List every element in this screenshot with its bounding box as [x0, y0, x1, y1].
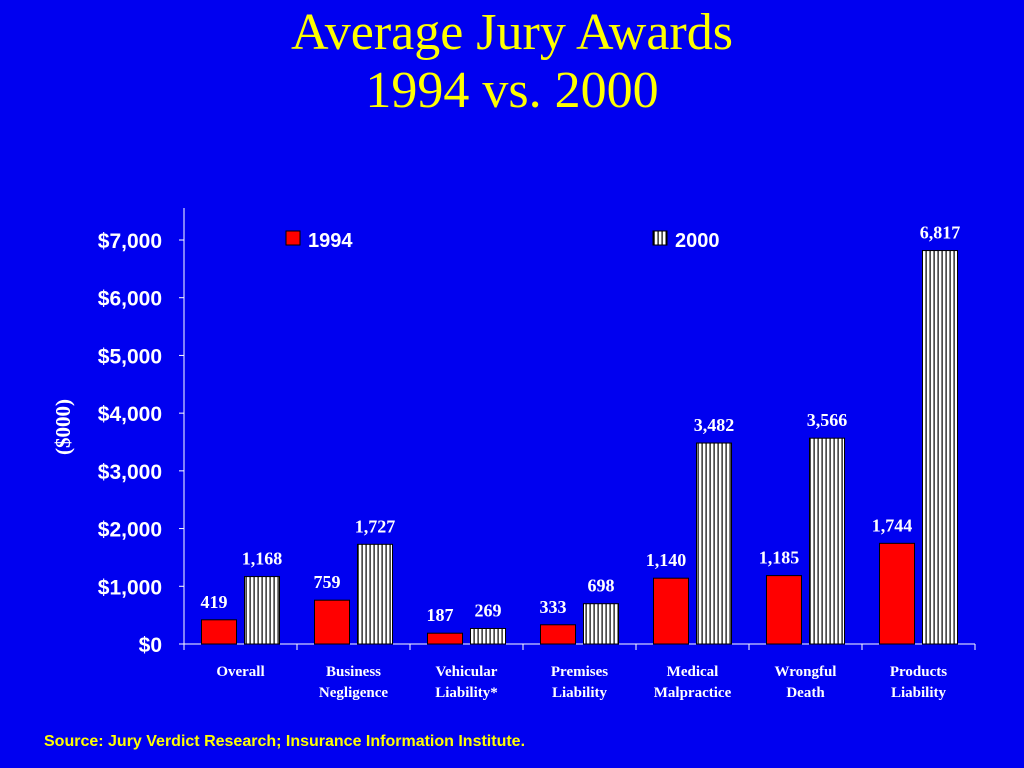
data-label-2000-2: 269 — [475, 600, 502, 620]
bar-1994-5 — [766, 575, 802, 645]
category-label: Overall — [216, 664, 264, 680]
y-tick-label: $2,000 — [98, 519, 162, 542]
y-axis-label: ($000) — [51, 399, 75, 455]
category-label: Wrongful — [775, 664, 837, 680]
data-label-1994-3: 333 — [540, 597, 567, 617]
bar-2000-6 — [922, 250, 958, 645]
data-label-2000-1: 1,727 — [355, 516, 396, 536]
y-tick-label: $1,000 — [98, 576, 162, 599]
legend-swatch-1994 — [285, 230, 301, 246]
bar-1994-1 — [314, 599, 350, 645]
data-label-2000-3: 698 — [588, 576, 615, 596]
bar-2000-4 — [696, 442, 732, 645]
bar-1994-0 — [201, 619, 237, 645]
category-label: Liability — [552, 685, 608, 701]
y-tick-label: $3,000 — [98, 461, 162, 484]
category-label: Business — [326, 664, 381, 680]
y-tick-label: $4,000 — [98, 403, 162, 426]
category-label: Liability — [891, 685, 947, 701]
data-label-1994-4: 1,140 — [646, 550, 687, 570]
legend-swatch-2000 — [652, 230, 668, 246]
y-tick-label: $6,000 — [98, 288, 162, 311]
y-tick-label: $5,000 — [98, 345, 162, 368]
bar-2000-1 — [357, 543, 393, 645]
category-label: Negligence — [319, 685, 388, 701]
category-label: Malpractice — [654, 685, 732, 701]
chart-title: Average Jury Awards — [291, 4, 733, 61]
legend-label-1994: 1994 — [308, 230, 353, 252]
category-label: Liability* — [435, 685, 498, 701]
bar-2000-5 — [809, 437, 845, 645]
category-label: Premises — [551, 664, 608, 680]
bar-2000-0 — [244, 576, 280, 645]
data-label-2000-4: 3,482 — [694, 415, 735, 435]
source-note: Source: Jury Verdict Research; Insurance… — [44, 733, 526, 750]
data-label-1994-5: 1,185 — [759, 548, 800, 568]
legend-label-2000: 2000 — [675, 230, 720, 252]
bar-2000-3 — [583, 603, 619, 645]
bar-2000-2 — [470, 627, 506, 645]
bar-1994-4 — [653, 577, 689, 645]
chart-subtitle: 1994 vs. 2000 — [365, 62, 659, 119]
chart-title-block: Average Jury Awards 1994 vs. 2000 — [0, 4, 1024, 120]
data-label-1994-1: 759 — [314, 572, 341, 592]
data-label-2000-5: 3,566 — [807, 410, 848, 430]
bar-1994-3 — [540, 624, 576, 645]
data-label-1994-6: 1,744 — [872, 515, 913, 535]
data-label-2000-0: 1,168 — [242, 549, 283, 569]
category-label: Products — [890, 664, 947, 680]
category-label: Vehicular — [436, 664, 498, 680]
data-label-1994-0: 419 — [201, 592, 228, 612]
bar-1994-6 — [879, 542, 915, 645]
data-label-1994-2: 187 — [427, 605, 454, 625]
data-label-2000-6: 6,817 — [920, 223, 961, 243]
y-tick-label: $0 — [139, 634, 162, 657]
category-label: Death — [786, 685, 825, 701]
y-tick-label: $7,000 — [98, 230, 162, 253]
bar-1994-2 — [427, 632, 463, 645]
category-label: Medical — [667, 664, 719, 680]
